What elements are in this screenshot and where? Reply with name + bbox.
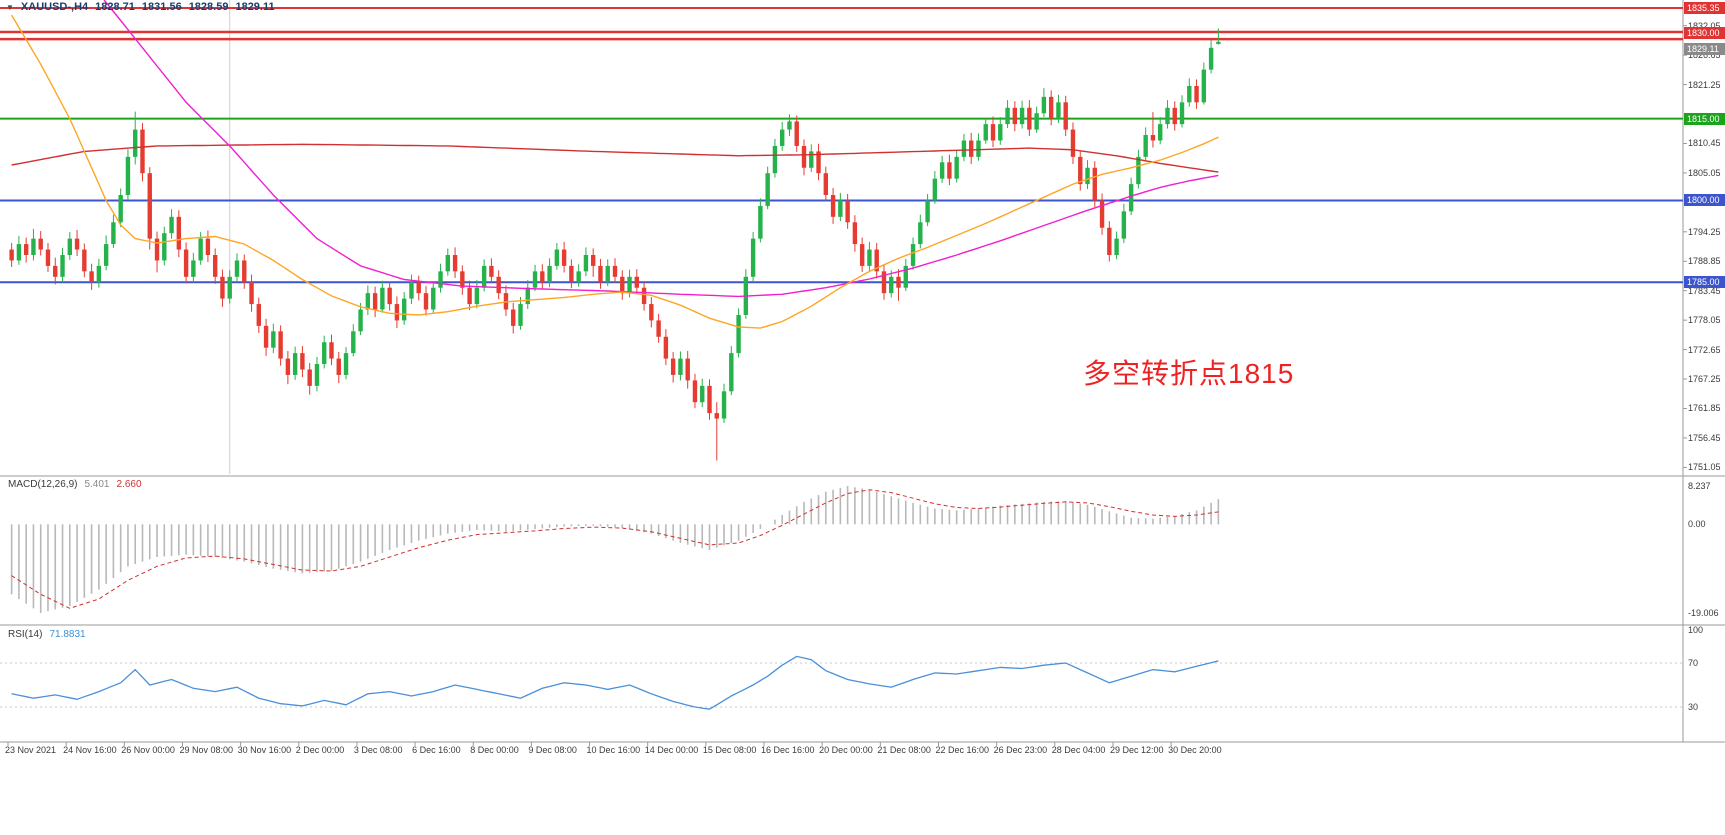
chart-chrome bbox=[0, 0, 1725, 746]
macd-signal-value: 2.660 bbox=[116, 479, 142, 490]
macd-indicator-label: MACD(12,26,9) 5.401 2.660 bbox=[8, 479, 142, 490]
rsi-value: 71.8831 bbox=[49, 629, 86, 640]
ohlc-close: 1829.11 bbox=[235, 1, 275, 13]
ohlc-low: 1828.59 bbox=[188, 1, 229, 13]
rsi-indicator-label: RSI(14) 71.8831 bbox=[8, 629, 86, 640]
chart-header: ▼ XAUUSD-,H4 1828.71 1831.56 1828.59 182… bbox=[6, 1, 275, 13]
rsi-line bbox=[11, 655, 1219, 710]
macd-signal-line bbox=[11, 489, 1219, 609]
candles-group bbox=[9, 28, 1221, 461]
macd-main-value: 5.401 bbox=[84, 479, 110, 490]
annotation-text[interactable]: 多空转折点1815 bbox=[1083, 358, 1295, 389]
rsi-name: RSI(14) bbox=[8, 629, 43, 640]
ohlc-open: 1828.71 bbox=[95, 1, 135, 13]
ma-red-line bbox=[11, 143, 1219, 173]
ma-orange-line bbox=[10, 14, 1219, 329]
macd-name: MACD(12,26,9) bbox=[8, 479, 78, 490]
ma-magenta-line bbox=[103, 0, 1219, 298]
macd-histogram bbox=[10, 486, 1220, 613]
ohlc-high: 1831.56 bbox=[141, 1, 182, 13]
collapse-triangle-icon[interactable]: ▼ bbox=[6, 2, 14, 12]
symbol-timeframe: XAUUSD-,H4 bbox=[20, 1, 89, 13]
